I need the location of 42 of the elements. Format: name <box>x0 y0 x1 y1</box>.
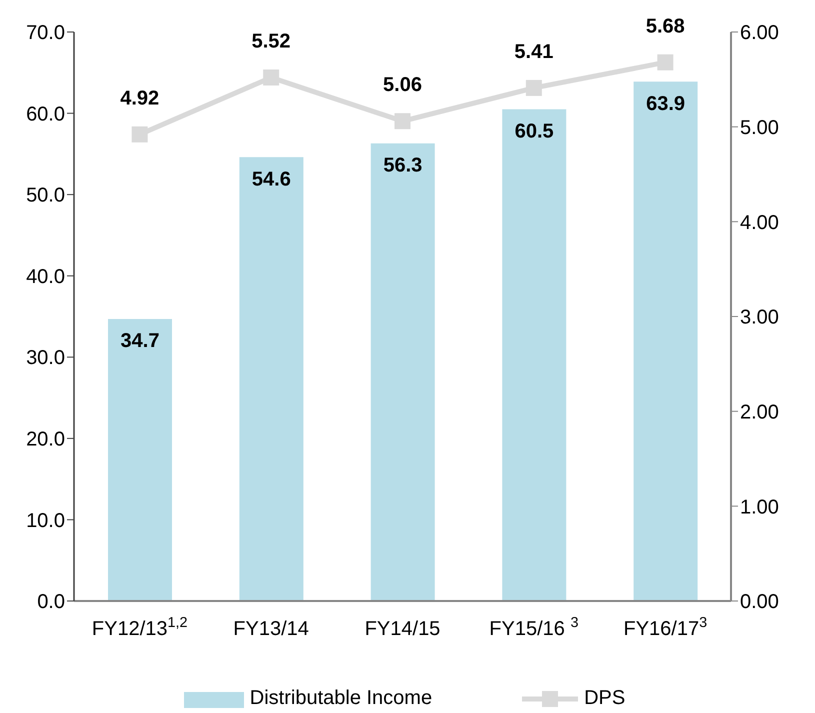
point <box>132 126 148 142</box>
data-label: 63.9 <box>646 92 686 115</box>
data-label: 5.68 <box>646 15 685 38</box>
x-tick-label: FY13/14 <box>233 618 309 640</box>
y-tick-label: 10.0 <box>26 510 65 532</box>
y2-tick-label: 1.00 <box>740 496 779 518</box>
point <box>526 80 542 96</box>
y-tick-label: 60.0 <box>26 103 65 126</box>
y2-tick-label: 4.00 <box>740 212 779 234</box>
y2-tick-label: 5.00 <box>740 116 779 139</box>
point <box>263 70 280 86</box>
y-tick-label: 40.0 <box>26 266 65 288</box>
bar <box>370 143 435 601</box>
x-tick-label: FY16/17$^{3}$ <box>623 615 708 640</box>
y-tick-label: 70.0 <box>26 22 65 44</box>
bar <box>239 157 304 601</box>
x-tick-label: FY15/16 $^{3}$ <box>489 615 578 640</box>
data-label: 34.7 <box>120 330 160 352</box>
data-label: 5.06 <box>383 74 422 96</box>
x-tick-label: FY14/15 <box>364 618 440 640</box>
data-label: 56.3 <box>383 154 422 177</box>
bar <box>634 82 698 601</box>
data-label: 60.5 <box>514 120 554 142</box>
data-label: 5.52 <box>252 30 291 53</box>
x-tick-label: FY12/13$^{1,2}$ <box>92 615 188 640</box>
data-label: 54.6 <box>252 168 291 190</box>
y2-tick-label: 3.00 <box>740 306 779 329</box>
data-label: 4.92 <box>120 87 160 110</box>
y2-tick-label: 0.00 <box>740 591 779 614</box>
y-tick-label: 30.0 <box>26 347 65 370</box>
y-tick-label: 20.0 <box>26 428 65 451</box>
y-tick-label: 0.0 <box>37 591 65 614</box>
data-label: 5.41 <box>514 40 554 63</box>
bar <box>108 318 172 601</box>
y-tick-label: 50.0 <box>26 184 65 207</box>
point <box>394 113 410 130</box>
legend-label: DPS <box>584 687 626 710</box>
bar <box>502 109 566 601</box>
y2-tick-label: 2.00 <box>740 401 779 424</box>
y2-tick-label: 6.00 <box>740 22 779 44</box>
point <box>657 54 674 70</box>
legend-label: Distributable Income <box>250 687 432 710</box>
